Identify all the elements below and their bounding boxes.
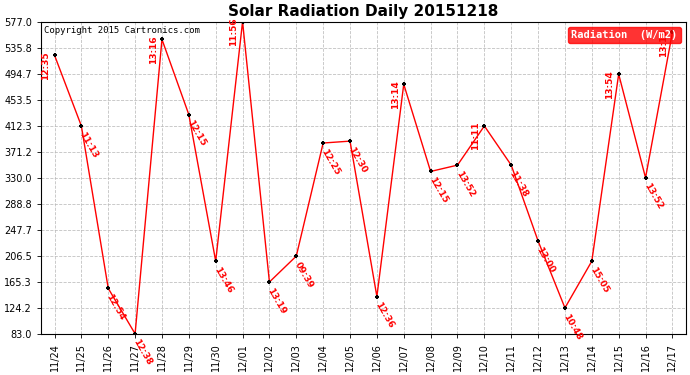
Text: 12:35: 12:35 xyxy=(41,51,50,80)
Point xyxy=(76,123,87,129)
Text: 11:38: 11:38 xyxy=(508,169,530,199)
Text: 12:30: 12:30 xyxy=(346,145,368,174)
Point xyxy=(103,285,114,291)
Text: 15:05: 15:05 xyxy=(588,266,610,294)
Text: 11:56: 11:56 xyxy=(229,18,238,46)
Text: 12:38: 12:38 xyxy=(132,338,154,367)
Point xyxy=(130,331,141,337)
Point xyxy=(237,19,248,25)
Text: 13:52: 13:52 xyxy=(454,169,476,199)
Text: 13:54: 13:54 xyxy=(606,70,615,99)
Text: 12:36: 12:36 xyxy=(373,301,395,330)
Point xyxy=(264,279,275,285)
Point xyxy=(640,175,651,181)
Text: 13:14: 13:14 xyxy=(391,80,400,109)
Point xyxy=(452,162,463,168)
Legend: Radiation  (W/m2): Radiation (W/m2) xyxy=(568,27,680,43)
Text: 11:11: 11:11 xyxy=(471,122,480,150)
Text: 13:13: 13:13 xyxy=(659,28,668,57)
Point xyxy=(210,258,221,264)
Text: 12:15: 12:15 xyxy=(427,176,449,205)
Point xyxy=(184,112,195,118)
Text: 09:39: 09:39 xyxy=(293,260,315,290)
Point xyxy=(560,305,571,311)
Point xyxy=(317,140,328,146)
Point xyxy=(371,294,382,300)
Text: 10:48: 10:48 xyxy=(561,312,584,341)
Text: 12:54: 12:54 xyxy=(105,292,127,322)
Text: 12:25: 12:25 xyxy=(319,147,342,177)
Text: 13:00: 13:00 xyxy=(535,245,556,274)
Point xyxy=(398,81,409,87)
Text: 13:46: 13:46 xyxy=(212,266,234,295)
Text: 11:13: 11:13 xyxy=(78,130,100,159)
Point xyxy=(533,238,544,244)
Point xyxy=(290,253,302,259)
Point xyxy=(157,36,168,42)
Point xyxy=(613,71,624,77)
Point xyxy=(506,162,517,168)
Point xyxy=(586,258,598,264)
Text: 13:16: 13:16 xyxy=(149,35,158,64)
Point xyxy=(479,123,490,129)
Point xyxy=(425,168,436,174)
Text: 13:52: 13:52 xyxy=(642,182,664,211)
Point xyxy=(49,52,60,58)
Title: Solar Radiation Daily 20151218: Solar Radiation Daily 20151218 xyxy=(228,4,499,19)
Point xyxy=(667,30,678,36)
Text: 12:15: 12:15 xyxy=(185,119,207,148)
Point xyxy=(344,138,355,144)
Text: 13:19: 13:19 xyxy=(266,286,288,316)
Text: Copyright 2015 Cartronics.com: Copyright 2015 Cartronics.com xyxy=(44,26,200,35)
